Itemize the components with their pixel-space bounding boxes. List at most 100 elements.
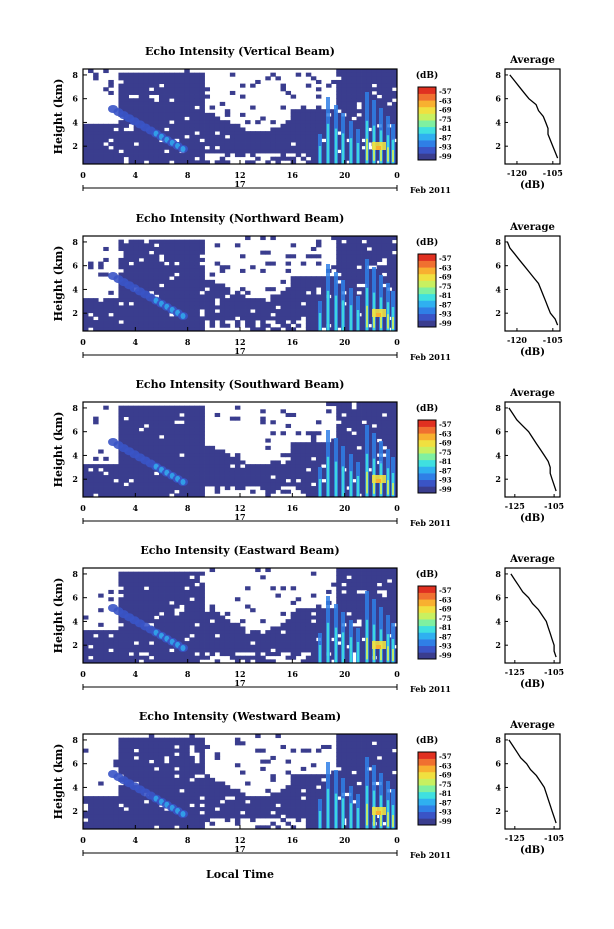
colorbar-segment bbox=[418, 146, 436, 154]
average-y-tick-label: 4 bbox=[495, 117, 501, 127]
colorbar-segment bbox=[418, 805, 436, 813]
heatmap bbox=[82, 401, 398, 498]
colorbar-segment bbox=[418, 612, 436, 620]
panel-4: Echo Intensity (Eastward Beam) 2 4 6 8 Height… bbox=[52, 544, 564, 694]
colorbar-tick-label: -81 bbox=[439, 457, 452, 466]
month-label: Feb 2011 bbox=[410, 684, 451, 694]
average-y-tick-label: 4 bbox=[495, 450, 501, 460]
average-y-tick-label: 8 bbox=[495, 569, 501, 579]
average-y-tick-label: 6 bbox=[495, 427, 501, 437]
colorbar-tick-label: -75 bbox=[439, 448, 452, 457]
x-tick-label: 20 bbox=[339, 503, 351, 513]
x-tick-label: 20 bbox=[339, 669, 351, 679]
x-tick-label: 8 bbox=[185, 503, 191, 513]
colorbar-segment bbox=[418, 113, 436, 121]
panel-1: Echo Intensity (Vertical Beam) 2 4 6 8 Height… bbox=[52, 45, 563, 195]
colorbar-segment bbox=[418, 652, 436, 660]
colorbar-tick-label: -81 bbox=[439, 623, 452, 632]
average-x-tick-label: -105 bbox=[543, 335, 563, 345]
chart-title: Echo Intensity (Westward Beam) bbox=[139, 710, 341, 723]
colorbar-segment bbox=[418, 300, 436, 308]
colorbar-tick-label: -93 bbox=[439, 143, 452, 152]
colorbar-tick-label: -75 bbox=[439, 115, 452, 124]
y-tick-label: 8 bbox=[72, 237, 78, 247]
colorbar-segment bbox=[418, 619, 436, 627]
average-x-label: (dB) bbox=[520, 347, 545, 358]
average-profile-line bbox=[509, 74, 559, 159]
day-label: 17 bbox=[234, 844, 245, 854]
colorbar-segment bbox=[418, 93, 436, 101]
colorbar-segment bbox=[418, 798, 436, 806]
colorbar-segment bbox=[418, 153, 436, 161]
average-y-tick-label: 8 bbox=[495, 237, 501, 247]
x-tick-label: 0 bbox=[394, 337, 400, 347]
x-tick-label: 8 bbox=[185, 835, 191, 845]
colorbar-segment bbox=[418, 426, 436, 434]
colorbar-tick-label: -87 bbox=[439, 300, 452, 309]
colorbar-segment bbox=[418, 420, 436, 427]
colorbar-segment bbox=[418, 778, 436, 786]
y-tick-label: 6 bbox=[72, 593, 78, 603]
colorbar-segment bbox=[418, 100, 436, 108]
colorbar-segment bbox=[418, 466, 436, 474]
y-tick-label: 8 bbox=[72, 403, 78, 413]
y-axis-label: Height (km) bbox=[52, 412, 65, 488]
colorbar-tick-label: -99 bbox=[439, 152, 452, 161]
x-tick-label: 20 bbox=[339, 835, 351, 845]
colorbar-segment bbox=[418, 818, 436, 826]
x-tick-label: 16 bbox=[287, 669, 299, 679]
colorbar-segment bbox=[418, 811, 436, 819]
average-y-tick-label: 6 bbox=[495, 94, 501, 104]
panel-2: Echo Intensity (Northward Beam) 2 4 6 8 Heigh… bbox=[52, 212, 563, 362]
month-label: Feb 2011 bbox=[410, 185, 451, 195]
colorbar-tick-label: -99 bbox=[439, 817, 452, 826]
average-y-tick-label: 8 bbox=[495, 403, 501, 413]
colorbar-tick-label: -81 bbox=[439, 124, 452, 133]
colorbar-tick-label: -63 bbox=[439, 96, 452, 105]
colorbar-tick-label: -63 bbox=[439, 263, 452, 272]
day-label: 17 bbox=[234, 179, 245, 189]
heatmap bbox=[82, 235, 398, 332]
x-tick-label: 0 bbox=[80, 835, 86, 845]
colorbar-segment bbox=[418, 645, 436, 653]
average-x-tick-label: -105 bbox=[544, 667, 564, 677]
average-y-tick-label: 2 bbox=[495, 806, 501, 816]
colorbar-segment bbox=[418, 439, 436, 447]
colorbar-segment bbox=[418, 133, 436, 141]
x-tick-label: 0 bbox=[80, 669, 86, 679]
month-label: Feb 2011 bbox=[410, 518, 451, 528]
x-tick-label: 8 bbox=[185, 337, 191, 347]
colorbar-tick-label: -63 bbox=[439, 761, 452, 770]
colorbar-segment bbox=[418, 785, 436, 793]
average-profile-panel: Average 2 4 6 8 -120 -105 (dB) bbox=[495, 55, 562, 191]
colorbar-segment bbox=[418, 453, 436, 461]
average-x-label: (dB) bbox=[520, 513, 545, 524]
colorbar-unit: (dB) bbox=[416, 735, 438, 746]
average-title: Average bbox=[509, 388, 555, 399]
colorbar-tick-label: -81 bbox=[439, 291, 452, 300]
colorbar-unit: (dB) bbox=[416, 237, 438, 248]
x-tick-label: 4 bbox=[133, 170, 139, 180]
colorbar-tick-label: -81 bbox=[439, 789, 452, 798]
average-x-tick-label: -125 bbox=[505, 501, 525, 511]
colorbar-tick-label: -75 bbox=[439, 614, 452, 623]
y-tick-label: 2 bbox=[72, 141, 78, 151]
colorbar-unit: (dB) bbox=[416, 70, 438, 81]
heatmap bbox=[82, 567, 398, 664]
colorbar-tick-label: -99 bbox=[439, 485, 452, 494]
y-tick-label: 4 bbox=[72, 450, 78, 460]
average-x-tick-label: -105 bbox=[543, 168, 563, 178]
colorbar-segment bbox=[418, 267, 436, 275]
colorbar-segment bbox=[418, 625, 436, 633]
average-x-tick-label: -120 bbox=[507, 168, 527, 178]
x-tick-label: 16 bbox=[287, 170, 299, 180]
chart-title: Echo Intensity (Eastward Beam) bbox=[140, 544, 339, 557]
colorbar-tick-label: -87 bbox=[439, 798, 452, 807]
average-title: Average bbox=[509, 554, 555, 565]
colorbar-tick-label: -57 bbox=[439, 254, 452, 263]
y-tick-label: 8 bbox=[72, 735, 78, 745]
colorbar-tick-label: -57 bbox=[439, 586, 452, 595]
x-tick-label: 0 bbox=[394, 170, 400, 180]
average-profile-line bbox=[508, 407, 557, 492]
average-y-tick-label: 2 bbox=[495, 308, 501, 318]
